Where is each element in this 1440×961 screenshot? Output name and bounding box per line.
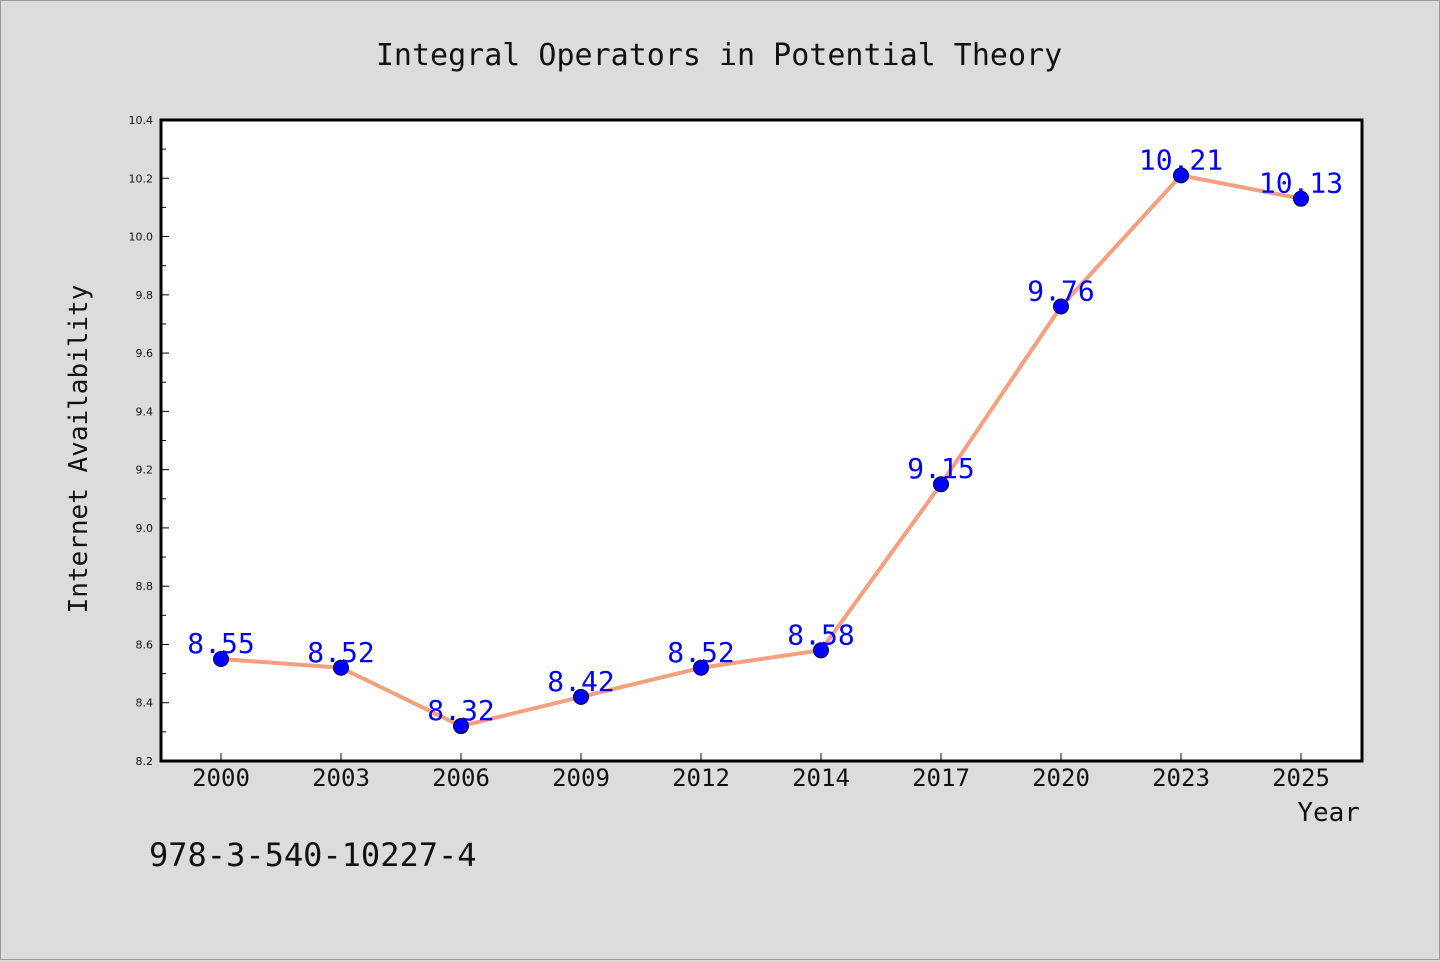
y-tick-label: 8.4 (136, 697, 154, 710)
data-point-marker (933, 476, 949, 493)
data-label: 8.52 (667, 636, 734, 669)
series-line (219, 173, 1303, 729)
data-point-marker (213, 651, 229, 668)
x-tick-label: 2020 (1032, 764, 1090, 792)
plot-area (159, 118, 1364, 763)
data-label: 10.13 (1259, 167, 1343, 200)
data-point-marker (1173, 167, 1189, 184)
data-label: 10.21 (1139, 143, 1223, 176)
x-tick-label: 2023 (1152, 764, 1210, 792)
x-axis: 2000 2003 2006 2009 2012 2014 2017 2020 2023 2025 (192, 753, 1330, 792)
data-labels-group: 8.55 8.52 8.32 8.42 8.52 8.58 9.15 9.76 10.21 10.… (187, 143, 1343, 727)
data-point-marker (1053, 298, 1069, 315)
y-tick-label: 10.2 (129, 172, 154, 185)
data-point-marker (333, 659, 349, 676)
x-tick-label: 2025 (1272, 764, 1330, 792)
x-tick-label: 2000 (192, 764, 250, 792)
y-tick-label: 10.0 (129, 231, 154, 244)
x-tick-label: 2003 (312, 764, 370, 792)
x-tick-label: 2014 (792, 764, 850, 792)
data-label: 9.76 (1027, 274, 1094, 307)
markers-group (213, 167, 1309, 735)
x-axis-title: Year (1297, 798, 1360, 828)
isbn-text: 978-3-540-10227-4 (149, 836, 477, 874)
data-label: 8.52 (307, 636, 374, 669)
x-tick-label: 2017 (912, 764, 970, 792)
y-axis-title: Internet Availability (64, 285, 94, 614)
data-point-marker (693, 659, 709, 676)
x-tick-label: 2006 (432, 764, 490, 792)
y-tick-label: 8.6 (136, 638, 154, 651)
y-tick-label: 9.8 (136, 289, 154, 302)
data-label: 8.55 (187, 627, 254, 660)
y-tick-label: 9.6 (136, 347, 154, 360)
y-axis: 8.2 8.4 8.6 8.8 9.0 9.2 9.4 9.6 9.8 10.0 10.2 10.4 (129, 114, 169, 768)
series-line-group (219, 173, 1303, 729)
y-tick-label: 10.4 (129, 114, 154, 127)
data-label: 9.15 (907, 452, 974, 485)
data-label: 8.58 (787, 618, 854, 651)
data-point-marker (1293, 190, 1309, 207)
data-point-marker (573, 688, 589, 705)
data-point-marker (813, 642, 829, 659)
data-label: 8.32 (427, 694, 494, 727)
data-label: 8.42 (547, 665, 614, 698)
chart-title: Integral Operators in Potential Theory (376, 38, 1062, 73)
data-point-marker (453, 718, 469, 735)
x-tick-label: 2009 (552, 764, 610, 792)
y-tick-label: 9.0 (136, 522, 154, 535)
x-tick-label: 2012 (672, 764, 730, 792)
y-tick-label: 9.4 (136, 405, 154, 418)
y-tick-label: 9.2 (136, 464, 154, 477)
y-tick-label: 8.2 (136, 755, 154, 768)
y-tick-label: 8.8 (136, 580, 154, 593)
